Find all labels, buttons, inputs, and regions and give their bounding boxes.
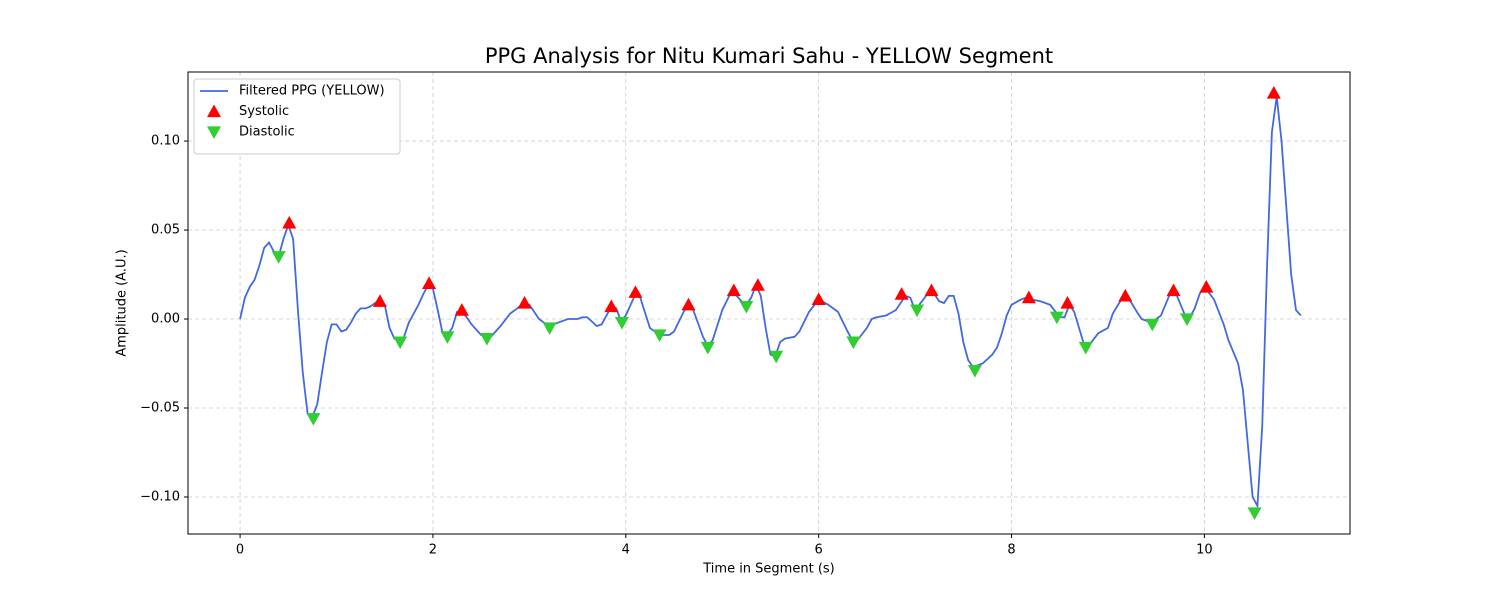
diastolic-marker (271, 251, 286, 264)
systolic-marker (372, 294, 387, 307)
x-axis-label: Time in Segment (s) (702, 562, 834, 577)
y-tick-label: 0.05 (151, 223, 180, 238)
diastolic-marker (1180, 313, 1195, 327)
x-tick-label: 6 (815, 543, 823, 558)
legend-marker (207, 104, 221, 118)
systolic-marker (1118, 288, 1133, 302)
y-tick-label: −0.10 (140, 489, 180, 504)
systolic-marker (628, 285, 643, 298)
systolic-marker (1021, 290, 1036, 304)
systolic-marker (681, 297, 696, 311)
diastolic-marker (1078, 341, 1093, 355)
x-tick-label: 4 (622, 543, 630, 558)
diastolic-marker (306, 413, 321, 426)
chart-title: PPG Analysis for Nitu Kumari Sahu - YELL… (485, 44, 1053, 68)
diastolic-marker (440, 331, 455, 344)
diastolic-marker (393, 336, 408, 350)
systolic-marker (454, 303, 469, 316)
legend-box (193, 78, 401, 155)
systolic-marker (1166, 283, 1181, 297)
diastolic-marker (739, 300, 754, 314)
legend-marker (207, 126, 221, 139)
diastolic-marker (542, 322, 557, 335)
y-tick-label: 0.10 (151, 134, 180, 149)
legend-label: Filtered PPG (YELLOW) (239, 84, 385, 99)
diastolic-marker (769, 350, 784, 364)
systolic-marker (282, 215, 297, 229)
diastolic-marker (967, 365, 982, 378)
diastolic-marker (479, 332, 494, 346)
legend-label: Diastolic (239, 125, 295, 140)
systolic-marker (604, 299, 619, 313)
systolic-marker (422, 276, 437, 290)
systolic-marker (1266, 86, 1281, 99)
ppg-line (239, 96, 1302, 510)
x-tick-label: 8 (1007, 543, 1015, 558)
diastolic-marker (700, 341, 715, 355)
y-tick-label: 0.00 (151, 312, 180, 327)
diastolic-marker (846, 336, 861, 350)
systolic-marker (924, 283, 939, 297)
x-tick-label: 0 (236, 543, 244, 558)
x-tick-label: 2 (429, 543, 437, 558)
systolic-marker (894, 287, 909, 300)
systolic-marker (517, 296, 532, 309)
diastolic-marker (1145, 318, 1160, 332)
x-tick-label: 10 (1196, 543, 1213, 558)
diastolic-marker (1049, 311, 1064, 325)
diastolic-marker (1247, 507, 1262, 520)
diastolic-marker (910, 304, 925, 318)
systolic-marker (726, 283, 741, 297)
y-axis-label: Amplitude (A.U.) (115, 249, 130, 356)
diastolic-marker (652, 329, 667, 343)
systolic-marker (1060, 296, 1075, 309)
diastolic-marker (614, 316, 629, 330)
y-tick-label: −0.05 (140, 401, 180, 416)
legend-label: Systolic (239, 104, 289, 119)
systolic-marker (750, 278, 765, 291)
systolic-marker (811, 292, 826, 306)
systolic-marker (1199, 279, 1214, 293)
plot-frame (187, 71, 1351, 535)
